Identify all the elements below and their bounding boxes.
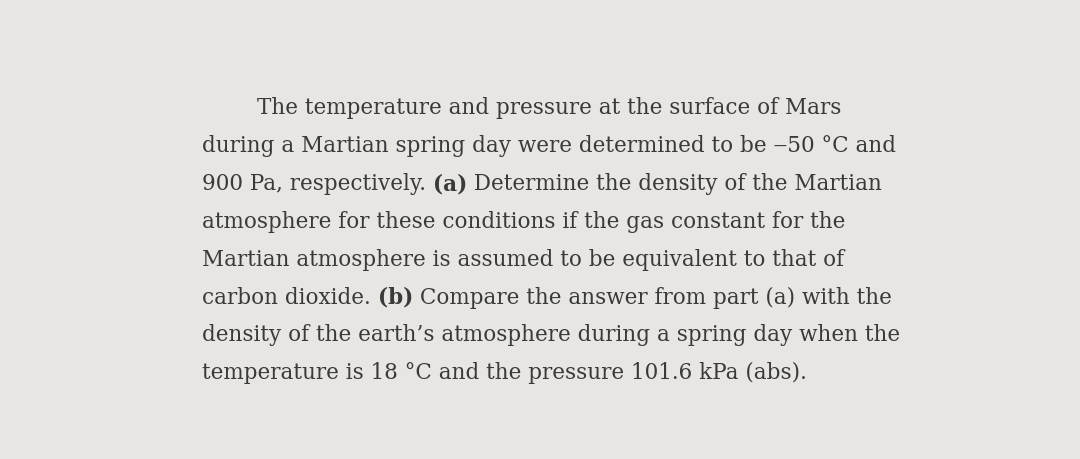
Text: atmosphere for these conditions if the gas constant for the: atmosphere for these conditions if the g…: [202, 211, 846, 233]
Text: carbon dioxide.: carbon dioxide.: [202, 286, 378, 308]
Text: Martian atmosphere is assumed to be equivalent to that of: Martian atmosphere is assumed to be equi…: [202, 249, 845, 271]
Text: (a): (a): [433, 173, 467, 195]
Text: during a Martian spring day were determined to be ‒50 °C and: during a Martian spring day were determi…: [202, 135, 896, 157]
Text: 900 Pa, respectively.: 900 Pa, respectively.: [202, 173, 433, 195]
Text: density of the earth’s atmosphere during a spring day when the: density of the earth’s atmosphere during…: [202, 325, 900, 347]
Text: (b): (b): [378, 286, 413, 308]
Text: Compare the answer from part (a) with the: Compare the answer from part (a) with th…: [413, 286, 892, 308]
Text: Determine the density of the Martian: Determine the density of the Martian: [467, 173, 882, 195]
Text: The temperature and pressure at the surface of Mars: The temperature and pressure at the surf…: [202, 97, 841, 119]
Text: temperature is 18 °C and the pressure 101.6 kPa (abs).: temperature is 18 °C and the pressure 10…: [202, 362, 807, 384]
